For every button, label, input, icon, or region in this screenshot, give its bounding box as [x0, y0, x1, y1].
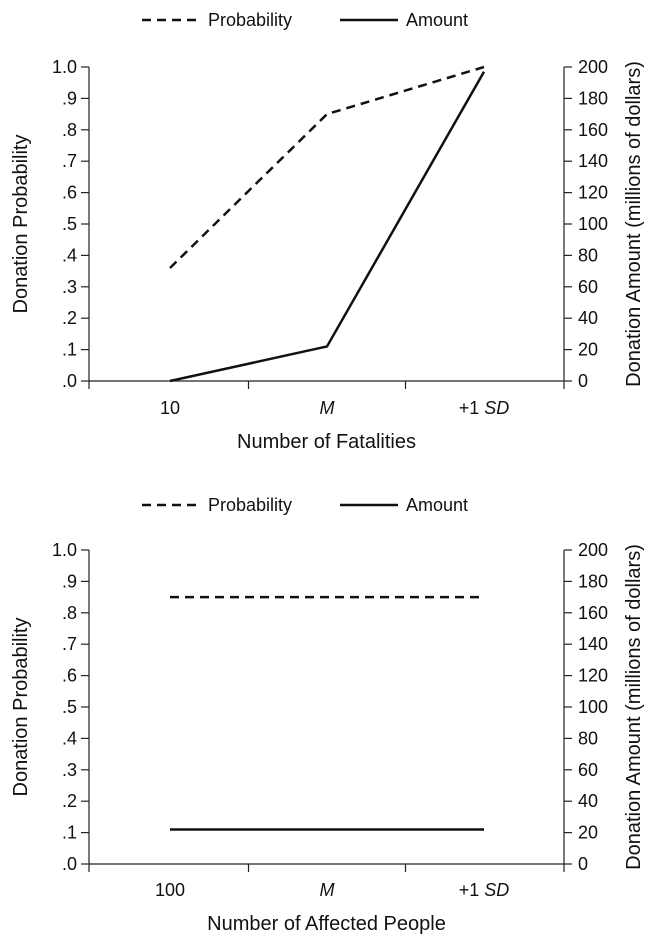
left-tick-label: .6: [62, 183, 77, 203]
right-axis-title: Donation Amount (millions of dollars): [623, 61, 645, 387]
right-tick-label: 120: [578, 666, 608, 686]
left-tick-label: .7: [62, 634, 77, 654]
left-tick-label: .3: [62, 760, 77, 780]
right-tick-label: 140: [578, 151, 608, 171]
left-tick-label: .9: [62, 88, 77, 108]
right-tick-label: 40: [578, 308, 598, 328]
right-tick-label: 200: [578, 57, 608, 77]
left-tick-label: .2: [62, 791, 77, 811]
left-tick-label: .8: [62, 120, 77, 140]
right-tick-label: 60: [578, 760, 598, 780]
legend: Probability Amount: [142, 495, 468, 515]
right-tick-label: 20: [578, 340, 598, 360]
chart-panel-1: Probability Amount .0 .1 .2 .3 .4 .5 .6 .7 .8 .9 1.0…: [10, 10, 645, 453]
left-tick-label: 1.0: [52, 540, 77, 560]
legend-amount-label: Amount: [406, 495, 468, 515]
left-tick-label: .4: [62, 245, 77, 265]
x-category-label: 10: [160, 398, 180, 418]
left-tick-label: .8: [62, 603, 77, 623]
left-tick-label: .7: [62, 151, 77, 171]
right-tick-label: 0: [578, 371, 588, 391]
left-tick-label: .0: [62, 371, 77, 391]
left-tick-label: .2: [62, 308, 77, 328]
legend: Probability Amount: [142, 10, 468, 30]
x-category-label: M: [320, 398, 335, 418]
left-tick-label: .6: [62, 666, 77, 686]
right-tick-label: 200: [578, 540, 608, 560]
right-tick-label: 80: [578, 728, 598, 748]
right-tick-label: 20: [578, 823, 598, 843]
right-axis-title: Donation Amount (millions of dollars): [623, 544, 645, 870]
left-tick-label: 1.0: [52, 57, 77, 77]
right-tick-label: 120: [578, 183, 608, 203]
left-tick-label: .3: [62, 277, 77, 297]
series-line-probability: [169, 65, 485, 269]
series-line-amount: [169, 71, 486, 383]
right-tick-label: 0: [578, 854, 588, 874]
left-tick-label: .0: [62, 854, 77, 874]
left-tick-label: .4: [62, 728, 77, 748]
legend-probability-label: Probability: [208, 10, 292, 30]
x-category-label: 100: [155, 880, 185, 900]
x-axis-title: Number of Affected People: [207, 913, 446, 935]
right-tick-label: 160: [578, 120, 608, 140]
left-tick-label: .5: [62, 697, 77, 717]
left-tick-label: .1: [62, 340, 77, 360]
right-tick-label: 60: [578, 277, 598, 297]
chart-panel-2: Probability Amount .0 .1 .2 .3 .4 .5 .6 .7 .8 .9 1.0…: [10, 495, 645, 935]
right-tick-label: 40: [578, 791, 598, 811]
left-tick-label: .1: [62, 823, 77, 843]
right-tick-label: 180: [578, 88, 608, 108]
left-tick-label: .9: [62, 571, 77, 591]
left-axis-title: Donation Probability: [10, 618, 32, 797]
left-axis-title: Donation Probability: [10, 135, 32, 314]
right-tick-label: 80: [578, 245, 598, 265]
right-tick-label: 100: [578, 697, 608, 717]
x-category-label: +1 SD: [459, 880, 510, 900]
right-tick-label: 180: [578, 571, 608, 591]
x-axis-title: Number of Fatalities: [237, 431, 416, 453]
x-category-label: M: [320, 880, 335, 900]
legend-amount-label: Amount: [406, 10, 468, 30]
left-tick-label: .5: [62, 214, 77, 234]
right-tick-label: 140: [578, 634, 608, 654]
right-tick-label: 160: [578, 603, 608, 623]
x-category-label: +1 SD: [459, 398, 510, 418]
legend-probability-label: Probability: [208, 495, 292, 515]
right-tick-label: 100: [578, 214, 608, 234]
